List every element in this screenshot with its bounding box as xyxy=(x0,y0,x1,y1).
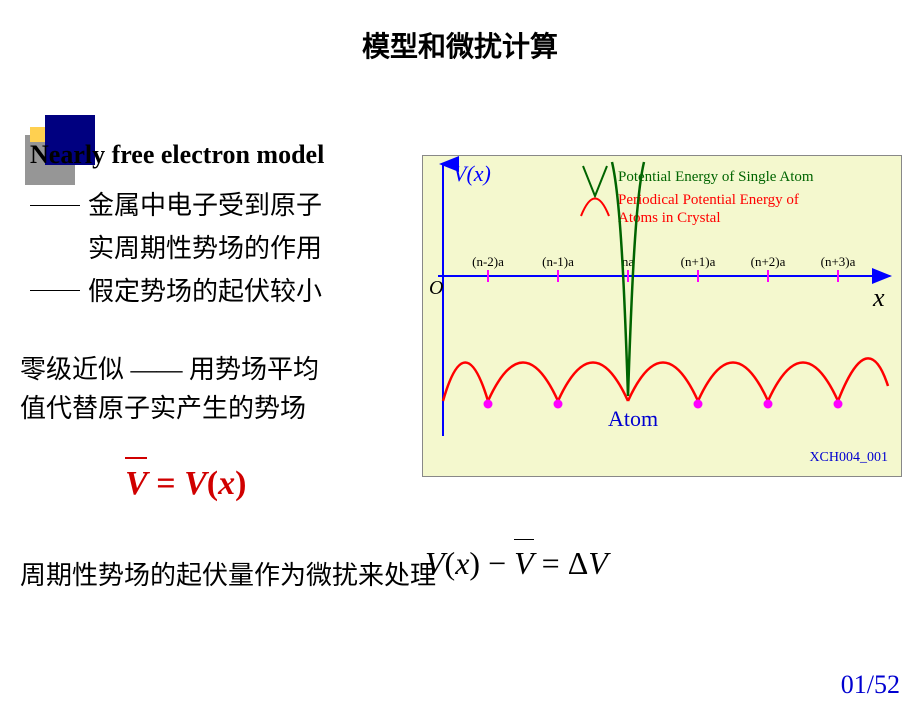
legend2-text-l1: Periodical Potential Energy of xyxy=(618,192,799,208)
equation-2: V(x) − V = ΔV xyxy=(425,545,608,582)
dash-icon xyxy=(30,205,80,206)
zero-line1: 零级近似 —— 用势场平均 xyxy=(20,350,319,389)
x-axis-label: x xyxy=(872,283,885,312)
origin-label: O xyxy=(429,277,443,299)
legend1-icon xyxy=(583,166,607,196)
legend2-icon xyxy=(581,199,609,217)
zero-approx-text: 零级近似 —— 用势场平均 值代替原子实产生的势场 xyxy=(20,350,319,428)
page-number: 01/52 xyxy=(841,670,900,700)
diagram-svg: V(x) x O Potential Energy of Single Atom… xyxy=(423,156,901,476)
legend1-text: Potential Energy of Single Atom xyxy=(618,169,814,185)
svg-text:(n+2)a: (n+2)a xyxy=(751,254,786,269)
dash-icon xyxy=(30,290,80,291)
model-subtitle: Nearly free electron model xyxy=(30,140,410,170)
bullet-2: 假定势场的起伏较小 xyxy=(30,271,410,314)
legend2-text-l2: Atoms in Crystal xyxy=(618,210,721,226)
svg-text:(n-2)a: (n-2)a xyxy=(472,254,504,269)
watermark: XCH004_001 xyxy=(809,450,888,465)
perturbation-text: 周期性势场的起伏量作为微扰来处理 xyxy=(20,555,436,592)
svg-text:(n+1)a: (n+1)a xyxy=(681,254,716,269)
atom-label: Atom xyxy=(608,406,658,431)
atom-dots xyxy=(484,400,843,409)
zero-line2: 值代替原子实产生的势场 xyxy=(20,389,319,428)
y-axis-label: V(x) xyxy=(453,161,491,186)
potential-diagram: V(x) x O Potential Energy of Single Atom… xyxy=(422,155,902,477)
bullet1-text1: 金属中电子受到原子 xyxy=(88,191,322,220)
periodic-curves xyxy=(443,358,888,401)
bullet-1: 金属中电子受到原子 xyxy=(30,185,410,228)
bullet1-cont: 实周期性势场的作用 xyxy=(30,228,410,271)
left-content: Nearly free electron model 金属中电子受到原子 实周期… xyxy=(30,140,410,314)
slide-title: 模型和微扰计算 xyxy=(0,25,920,65)
tick-group: (n-2)a (n-1)a na (n+1)a (n+2)a (n+3)a xyxy=(472,254,855,282)
bullet2-text: 假定势场的起伏较小 xyxy=(88,277,322,306)
svg-text:(n-1)a: (n-1)a xyxy=(542,254,574,269)
equation-1: V = V(x) xyxy=(125,465,246,503)
svg-text:(n+3)a: (n+3)a xyxy=(821,254,856,269)
